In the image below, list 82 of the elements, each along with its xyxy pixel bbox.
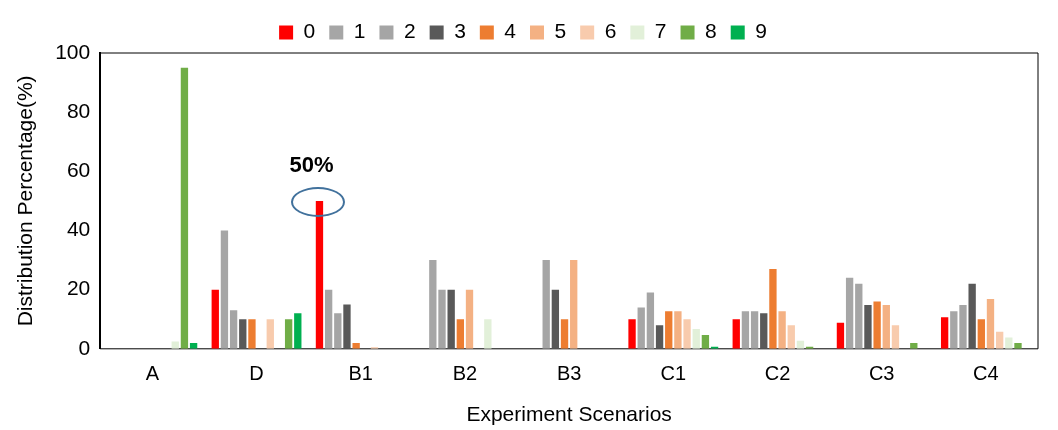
bar: [220, 230, 229, 349]
bar: [655, 325, 664, 349]
bar: [211, 289, 219, 349]
bar: [836, 322, 845, 349]
bar: [324, 289, 333, 349]
bar: [294, 313, 302, 349]
bar: [778, 311, 786, 349]
legend-label: 5: [554, 19, 567, 43]
legend-label: 4: [504, 19, 517, 43]
x-tick-label: C1: [660, 362, 687, 385]
y-tick-label: 0: [78, 335, 91, 359]
bar: [665, 311, 673, 349]
bar: [352, 342, 360, 349]
bar: [560, 319, 569, 349]
bar: [484, 319, 492, 349]
bar: [570, 260, 578, 349]
y-tick-label: 40: [66, 217, 91, 241]
bar: [551, 289, 560, 349]
legend-label: 9: [755, 19, 767, 43]
bar: [456, 319, 465, 349]
bar: [429, 260, 437, 349]
bar: [683, 319, 691, 349]
bar: [968, 283, 976, 349]
bar: [284, 319, 293, 349]
bar: [882, 305, 890, 349]
annotation: 50%: [289, 151, 334, 177]
x-tick-label: B3: [556, 362, 582, 385]
bar: [239, 319, 247, 349]
bar: [343, 304, 351, 349]
bar: [692, 328, 700, 349]
bar: [940, 317, 949, 349]
bar: [873, 301, 881, 349]
bar: [674, 311, 682, 349]
bar: [950, 311, 958, 349]
bar: [750, 311, 759, 349]
y-tick-label: 20: [66, 276, 91, 300]
bar: [334, 313, 342, 349]
bar: [959, 305, 967, 349]
bar: [266, 319, 274, 349]
x-tick-label: A: [145, 362, 160, 385]
bar: [628, 319, 636, 349]
bar: [1014, 342, 1022, 349]
legend-label: 8: [705, 19, 717, 43]
bar: [637, 307, 645, 349]
legend-label: 1: [353, 19, 366, 43]
bar: [986, 299, 995, 349]
bar: [787, 325, 795, 349]
bar: [438, 289, 446, 349]
bar: [447, 289, 455, 349]
legend-label: 3: [454, 19, 466, 43]
bar: [891, 325, 900, 349]
x-tick-label: C3: [868, 362, 895, 385]
bar: [864, 305, 872, 349]
bar: [465, 289, 474, 349]
bar: [646, 292, 655, 349]
x-axis-title: Experiment Scenarios: [466, 402, 672, 426]
bar: [741, 311, 750, 349]
bar: [845, 277, 854, 349]
bar: [977, 319, 985, 349]
y-tick-label: 100: [55, 39, 91, 63]
bar: [229, 310, 238, 349]
x-tick-label: B1: [348, 362, 373, 385]
legend-label: 2: [403, 19, 416, 43]
bar: [855, 283, 863, 349]
legend-label: 6: [604, 19, 617, 43]
y-tick-label: 80: [66, 98, 91, 122]
bar: [315, 200, 324, 349]
bar: [248, 319, 256, 349]
bar: [769, 268, 777, 349]
bar: [732, 319, 740, 349]
y-tick-label: 60: [66, 158, 91, 182]
x-tick-label: C4: [973, 362, 999, 385]
bar: [171, 341, 179, 349]
bar: [760, 313, 768, 349]
legend-label: 7: [654, 19, 667, 43]
bar: [542, 260, 550, 349]
y-axis-title: Distribution Percentage(%): [13, 75, 37, 327]
bar: [180, 67, 189, 349]
x-tick-label: C2: [764, 362, 791, 385]
legend-label: 0: [303, 19, 316, 43]
x-tick-label: D: [249, 362, 264, 385]
x-tick-label: B2: [452, 362, 478, 385]
